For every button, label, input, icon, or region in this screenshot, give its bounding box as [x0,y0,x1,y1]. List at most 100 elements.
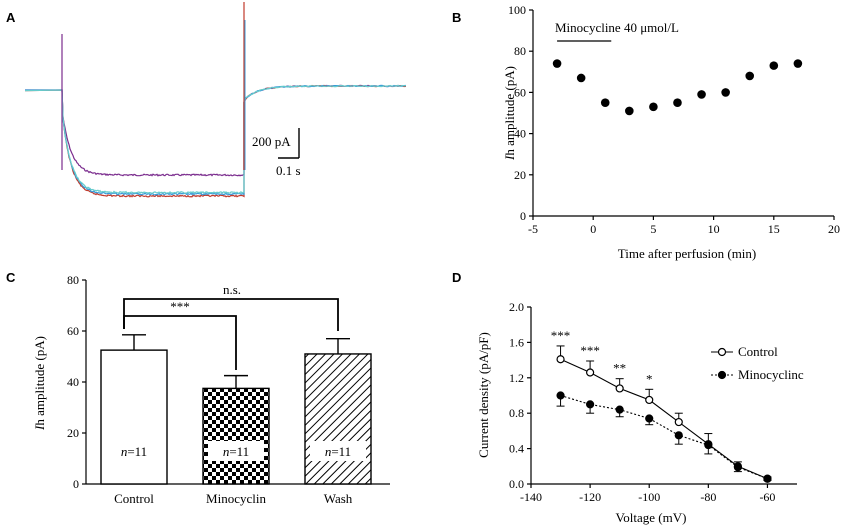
panel-c-ytick-label: 40 [67,375,79,389]
panel-b-point [793,59,803,68]
panel-d-point [645,414,654,423]
panel-b-point [576,73,586,83]
panel-b-ytick-label: 0 [520,209,526,223]
panel-b-xlabel: Time after perfusion (min) [618,246,757,261]
panel-d-significance-star: * [646,371,653,386]
ns-label: n.s. [223,282,241,297]
ns-bracket [123,298,339,331]
panel-b-point [552,59,562,68]
panel-d-significance-star: *** [551,328,571,343]
panel-c-significance: n.s. *** [123,282,339,370]
panel-d-ytick-label: 1.6 [509,335,524,349]
panel-d-line-0 [560,358,768,480]
panel-c-ylabel: Ih amplitude (pA) [32,336,47,431]
panel-c-category-label: Minocyclin [206,491,266,506]
panel-d-point [733,463,742,472]
panel-d-ytick-label: 1.2 [509,371,524,385]
panel-d-point [556,391,565,400]
panel-c-nlabel-bg [106,441,162,461]
panel-d-point [704,440,713,450]
drug-annotation: Minocycline 40 μmol/L [555,20,679,35]
panel-d-series: ********* [551,328,772,483]
significance-bracket [123,315,237,370]
panel-b-xtick-label: 5 [650,222,656,236]
panel-b-ylabel: Ih amplitude (pA) [502,66,517,161]
panel-c-bar [100,349,168,485]
panel-c-bar [304,353,372,485]
panel-label-c: C [6,270,16,285]
panel-d-point [615,405,624,414]
panel-d-ytick-label: 0.0 [509,477,524,491]
panel-d-xlabel: Voltage (mV) [616,510,687,525]
panel-c-ytick-label: 80 [67,273,79,287]
panel-d-xtick-label: -80 [700,490,716,504]
panel-c-category-label: Control [114,491,154,506]
panel-b-xtick-label: 10 [708,222,720,236]
panel-c-n-italic: n [223,444,230,459]
scalebar-x-label: 0.1 s [276,163,301,178]
panel-d-point [556,355,565,364]
panel-d-point [645,395,654,405]
panel-d-ytick-label: 0.4 [509,442,524,456]
trace-0 [25,84,407,177]
panel-c-n-label: n=11 [223,444,249,459]
panel-b-point [721,88,730,97]
panel-c-n-value: =11 [331,444,351,459]
panel-label-a: A [6,10,16,25]
significance-stars: *** [170,299,190,314]
panel-d-point [586,400,595,409]
trace-1 [24,84,407,198]
panel-c-n-label: n=11 [325,444,351,459]
panel-a-scalebar: 200 pA 0.1 s [252,128,301,178]
panel-c-bar [202,387,270,485]
panel-c-nlabel-bg [208,441,264,461]
panel-c-category-label: Wash [324,491,353,506]
panel-c-ytick-label: 60 [67,324,79,338]
scalebar-y-label: 200 pA [252,134,291,149]
panel-b-xtick-label: 20 [828,222,840,236]
panel-d-xtick-label: -120 [579,490,601,504]
panel-c-n-value: =11 [229,444,249,459]
trace-3 [24,84,406,195]
panel-b-ytick-label: 60 [514,85,526,99]
legend-label-minocycline: Minocyclinc [738,367,804,382]
panel-d-ylabel: Current density (pA/pF) [476,332,491,458]
panel-a-traces [24,2,407,198]
panel-d-point [674,417,683,427]
panel-d-point [586,368,595,377]
panel-c-n-italic: n [121,444,128,459]
panel-b-point [697,90,706,99]
panel-c-ytick-label: 20 [67,426,79,440]
panel-b-xtick-label: 15 [768,222,780,236]
panel-d-xtick-label: -100 [638,490,660,504]
panel-d-ytick-label: 0.8 [509,406,524,420]
panel-b-point [745,71,755,81]
panel-b-point [600,98,610,107]
panel-b-xtick-label: -5 [528,222,538,236]
panel-b-ytick-label: 20 [514,168,526,182]
legend-marker-control [717,347,727,357]
panel-d-xtick-label: -140 [520,490,542,504]
panel-b-points [552,59,803,116]
panel-c-n-italic: n [325,444,332,459]
panel-c-n-label: n=11 [121,444,147,459]
legend-label-control: Control [738,344,778,359]
panel-c-nlabel-bg [310,441,366,461]
panel-b-point [673,98,682,107]
trace-2 [25,84,407,196]
panel-b-ytick-label: 100 [508,3,526,17]
panel-d-line-1 [560,394,768,480]
panel-c-n-value: =11 [127,444,147,459]
panel-d-point [615,384,624,393]
panel-d-significance-star: ** [613,361,626,376]
panel-d-significance-star: *** [580,343,600,358]
panel-d-point [763,474,772,483]
panel-d-point [674,431,683,440]
panel-d-xtick-label: -60 [759,490,775,504]
panel-d-axes: -140 -120 -100 -80 -60 0.0 0.4 0.8 1.2 1.6 2.0 [509,300,797,504]
panel-b-point [649,102,658,112]
panel-b-point [769,61,779,70]
